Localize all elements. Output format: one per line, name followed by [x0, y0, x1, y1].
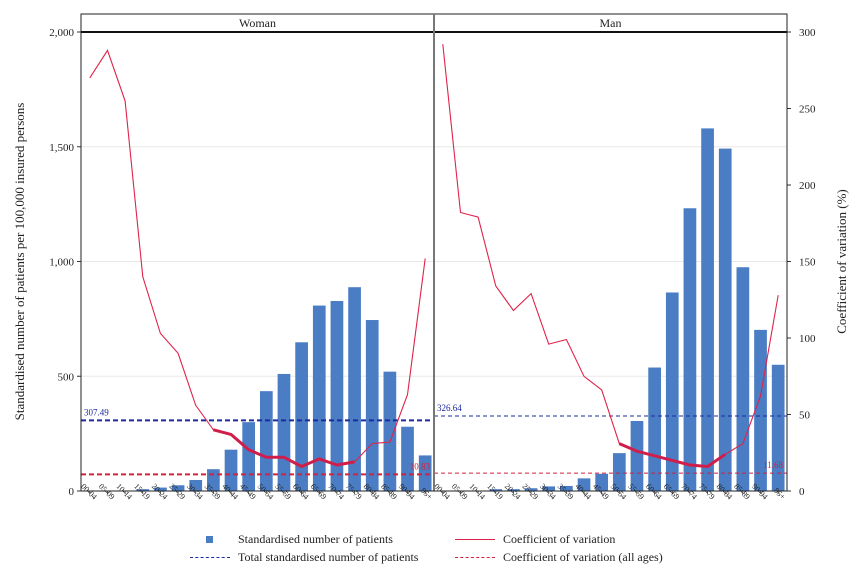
- bar: [560, 485, 573, 491]
- y2-tick-label: 250: [799, 104, 816, 116]
- reference-label: 307.49: [84, 407, 109, 417]
- legend-item: Coefficient of variation: [455, 530, 615, 548]
- x-tick-label: 05-09: [450, 482, 470, 502]
- legend-label: Coefficient of variation (all ages): [503, 549, 663, 564]
- legend-item: Standardised number of patients: [190, 530, 393, 548]
- x-tick-label: 10-14: [115, 482, 135, 502]
- x-tick-label: 15-19: [132, 482, 152, 502]
- bar: [295, 342, 308, 491]
- legend-label: Coefficient of variation: [503, 531, 616, 546]
- legend-label: Standardised number of patients: [238, 531, 393, 546]
- x-tick-label: 00-04: [79, 482, 99, 502]
- legend-swatch: [455, 533, 495, 545]
- y-tick-label: 500: [58, 371, 75, 383]
- bar: [383, 371, 397, 491]
- bar: [224, 449, 238, 491]
- bar: [136, 489, 150, 491]
- y-tick-label: 1,000: [49, 257, 74, 269]
- x-tick-label: 05-09: [97, 482, 117, 502]
- bar: [718, 148, 732, 491]
- y2-axis-title: Coefficient of variation (%): [834, 189, 849, 334]
- bar: [577, 478, 591, 491]
- y2-tick-label: 150: [799, 257, 816, 269]
- bar: [154, 487, 167, 491]
- bar: [418, 455, 432, 491]
- legend-swatch: [190, 551, 230, 563]
- legend-item: Total standardised number of patients: [190, 548, 418, 566]
- bar: [259, 391, 273, 491]
- bar: [736, 267, 750, 491]
- bar: [701, 128, 714, 491]
- legend-swatch: [190, 533, 230, 545]
- x-tick-label: 30-34: [538, 482, 558, 502]
- legend-label: Total standardised number of patients: [238, 549, 419, 564]
- y2-tick-label: 200: [799, 180, 816, 192]
- bar: [648, 367, 661, 491]
- cv-line-highlight: [213, 428, 355, 468]
- bar: [489, 489, 503, 491]
- x-tick-label: 35-39: [556, 482, 576, 502]
- bar: [612, 453, 626, 491]
- reference-label: 11.68: [763, 460, 783, 470]
- reference-label: 326.64: [437, 403, 462, 413]
- x-tick-label: 15-19: [485, 482, 505, 502]
- legend-item: Coefficient of variation (all ages): [455, 548, 663, 566]
- y2-tick-label: 100: [799, 333, 816, 345]
- bar: [330, 300, 344, 491]
- x-tick-label: 10-14: [468, 482, 488, 502]
- bar: [524, 488, 538, 491]
- panel-title: Woman: [239, 16, 276, 30]
- bar: [365, 320, 379, 491]
- y2-tick-label: 300: [799, 27, 816, 39]
- y2-tick-label: 0: [799, 486, 805, 498]
- y2-tick-label: 50: [799, 410, 811, 422]
- bar: [312, 305, 326, 491]
- x-tick-label: 20-24: [150, 482, 170, 502]
- bar: [630, 421, 644, 491]
- x-tick-label: 25-29: [167, 482, 187, 502]
- y-tick-label: 2,000: [49, 27, 74, 39]
- bar: [665, 292, 679, 491]
- bar: [754, 329, 767, 491]
- bar: [277, 373, 291, 491]
- bar: [348, 287, 361, 491]
- panel-title: Man: [600, 16, 622, 30]
- legend-swatch: [455, 551, 495, 563]
- y-tick-label: 0: [69, 486, 75, 498]
- y-tick-label: 1,500: [49, 142, 74, 154]
- bar: [595, 473, 609, 491]
- bar: [771, 364, 785, 491]
- x-tick-label: 25-29: [520, 482, 540, 502]
- reference-label: 10.83: [410, 461, 431, 471]
- bar: [189, 479, 203, 491]
- bar: [542, 486, 556, 491]
- x-tick-label: 20-24: [503, 482, 523, 502]
- x-tick-label: 00-04: [432, 482, 452, 502]
- y-axis-title: Standardised number of patients per 100,…: [12, 103, 27, 421]
- legend: Standardised number of patients Coefficie…: [0, 528, 864, 572]
- bar: [171, 485, 185, 491]
- bar: [683, 208, 697, 492]
- chart-area: 0 500 1,000 1,500 2,000 0 50 100 150 200 250 300 Sta…: [12, 13, 849, 502]
- cv-line-highlight: [618, 442, 727, 468]
- bar: [507, 489, 520, 491]
